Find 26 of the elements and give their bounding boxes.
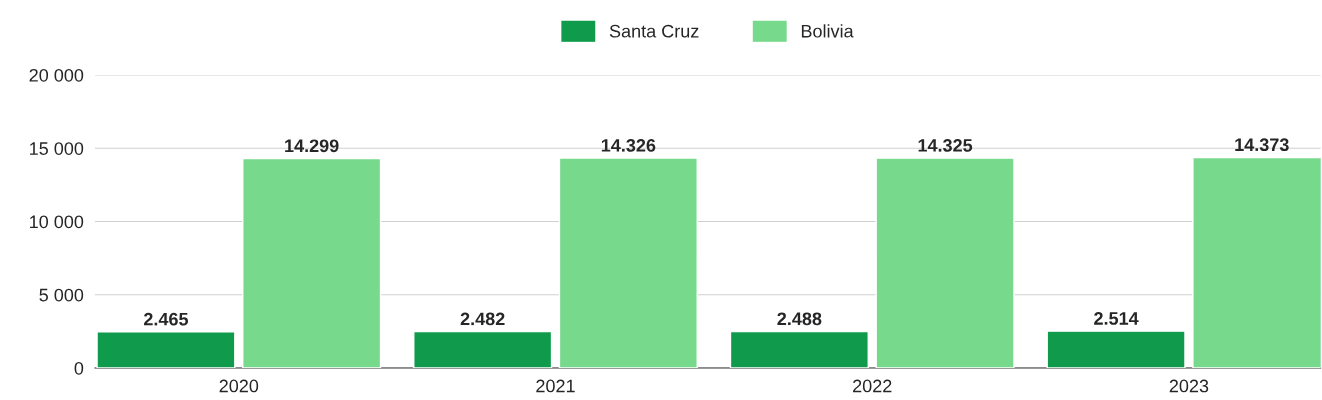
x-tick-label: 2022 (853, 379, 892, 393)
data-label: 14.326 (601, 138, 656, 152)
data-label: 14.325 (918, 139, 973, 152)
data-label: 2.488 (777, 312, 822, 326)
x-tick-label: 2020 (219, 379, 259, 393)
bar (242, 157, 382, 368)
bar (413, 330, 553, 368)
bar (558, 157, 698, 368)
y-tick-label: 10 000 (30, 215, 84, 229)
x-tick-label: 2021 (536, 379, 575, 393)
data-label: 14.373 (1235, 138, 1289, 152)
data-label: 14.299 (285, 139, 339, 153)
legend-label: Bolivia (801, 24, 854, 38)
bar (729, 330, 869, 368)
data-label: 2.465 (143, 312, 189, 326)
bar (875, 157, 1015, 368)
y-tick-label: 5 000 (39, 288, 84, 302)
y-tick-label: 15 000 (30, 142, 84, 155)
y-tick-label: 20 000 (29, 68, 84, 82)
bar (1046, 330, 1186, 368)
data-label: 2.514 (1094, 312, 1139, 325)
y-tick-label: 0 (74, 361, 84, 375)
legend-label: Santa Cruz (609, 24, 699, 38)
x-tick-label: 2023 (1169, 379, 1209, 393)
bar (96, 331, 236, 368)
data-label: 2.482 (460, 312, 505, 326)
